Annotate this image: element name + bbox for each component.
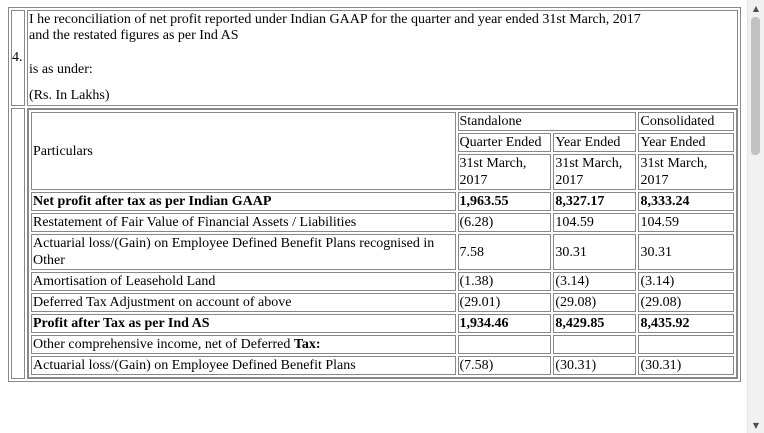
row-label: Profit after Tax as per Ind AS: [31, 314, 456, 333]
row-quarter-value: 7.58: [457, 234, 552, 270]
row-consolidated-value: 8,435.92: [638, 314, 734, 333]
row-quarter-value: (1.38): [457, 272, 552, 291]
table-row-container: Particulars Standalone Consolidated Quar…: [11, 108, 738, 379]
row-label-prefix: Other comprehensive income, net of Defer…: [33, 337, 294, 352]
row-year-value: [553, 335, 637, 354]
scroll-up-arrow-icon[interactable]: ▲: [752, 3, 760, 13]
date-header-consolidated: 31st March, 2017: [638, 154, 734, 190]
header-row-2: Quarter Ended Year Ended Year Ended: [31, 133, 734, 152]
row-quarter-value: (29.01): [457, 293, 552, 312]
intro-cell: I he reconciliation of net profit report…: [27, 10, 738, 106]
intro-line-3: is as under:: [29, 62, 93, 77]
row-label: Restatement of Fair Value of Financial A…: [31, 213, 456, 232]
row-consolidated-value: (30.31): [638, 356, 734, 375]
standalone-header: Standalone: [457, 112, 637, 131]
row-year-value: 8,429.85: [553, 314, 637, 333]
table-row: Profit after Tax as per Ind AS 1,934.46 …: [31, 314, 734, 333]
table-row: Deferred Tax Adjustment on account of ab…: [31, 293, 734, 312]
row-label: Net profit after tax as per Indian GAAP: [31, 192, 456, 211]
row-consolidated-value: [638, 335, 734, 354]
row-label: Actuarial loss/(Gain) on Employee Define…: [31, 356, 456, 375]
row-consolidated-value: (3.14): [638, 272, 734, 291]
reconciliation-table: Particulars Standalone Consolidated Quar…: [28, 109, 737, 378]
row-quarter-value: 1,963.55: [457, 192, 552, 211]
intro-line-2: and the restated figures as per Ind AS: [29, 28, 239, 43]
row-year-value: (30.31): [553, 356, 637, 375]
row-label: Other comprehensive income, net of Defer…: [31, 335, 456, 354]
row-year-value: (29.08): [553, 293, 637, 312]
header-row-3: 31st March, 2017 31st March, 2017 31st M…: [31, 154, 734, 190]
scroll-down-arrow-icon[interactable]: ▼: [752, 420, 760, 430]
table-row: Actuarial loss/(Gain) on Employee Define…: [31, 234, 734, 270]
document-viewport: 4. I he reconciliation of net profit rep…: [8, 7, 741, 382]
header-row-1: Particulars Standalone Consolidated: [31, 112, 734, 190]
outer-table: 4. I he reconciliation of net profit rep…: [8, 7, 741, 382]
scrollbar-thumb[interactable]: [751, 17, 760, 155]
row-consolidated-value: 8,333.24: [638, 192, 734, 211]
table-row: Other comprehensive income, net of Defer…: [31, 335, 734, 354]
empty-number-cell: [11, 108, 25, 379]
row-quarter-value: 1,934.46: [457, 314, 552, 333]
row-year-value: 104.59: [553, 213, 637, 232]
row-quarter-value: (6.28): [457, 213, 552, 232]
row-year-value: 30.31: [553, 234, 637, 270]
row-label: Actuarial loss/(Gain) on Employee Define…: [31, 234, 456, 270]
year-ended-header-standalone: Year Ended: [553, 133, 637, 152]
table-row: Amortisation of Leasehold Land (1.38) (3…: [31, 272, 734, 291]
row-consolidated-value: 30.31: [638, 234, 734, 270]
row-label: Amortisation of Leasehold Land: [31, 272, 456, 291]
consolidated-header: Consolidated: [638, 112, 734, 131]
row-year-value: (3.14): [553, 272, 637, 291]
row-year-value: 8,327.17: [553, 192, 637, 211]
vertical-scrollbar[interactable]: ▲ ▼: [747, 0, 764, 433]
row-consolidated-value: 104.59: [638, 213, 734, 232]
intro-row: 4. I he reconciliation of net profit rep…: [11, 10, 738, 106]
intro-line-1: I he reconciliation of net profit report…: [29, 12, 641, 27]
table-row: Net profit after tax as per Indian GAAP …: [31, 192, 734, 211]
row-label-bold: Tax:: [293, 337, 321, 352]
row-label: Deferred Tax Adjustment on account of ab…: [31, 293, 456, 312]
quarter-ended-header: Quarter Ended: [457, 133, 552, 152]
table-row: Actuarial loss/(Gain) on Employee Define…: [31, 356, 734, 375]
year-ended-header-consolidated: Year Ended: [638, 133, 734, 152]
particulars-header: Particulars: [31, 112, 456, 190]
section-number: 4.: [11, 10, 25, 106]
table-row: Restatement of Fair Value of Financial A…: [31, 213, 734, 232]
row-consolidated-value: (29.08): [638, 293, 734, 312]
row-quarter-value: (7.58): [457, 356, 552, 375]
reconciliation-cell: Particulars Standalone Consolidated Quar…: [27, 108, 738, 379]
unit-note: (Rs. In Lakhs): [29, 88, 110, 103]
date-header-year: 31st March, 2017: [553, 154, 637, 190]
date-header-quarter: 31st March, 2017: [457, 154, 552, 190]
row-quarter-value: [457, 335, 552, 354]
